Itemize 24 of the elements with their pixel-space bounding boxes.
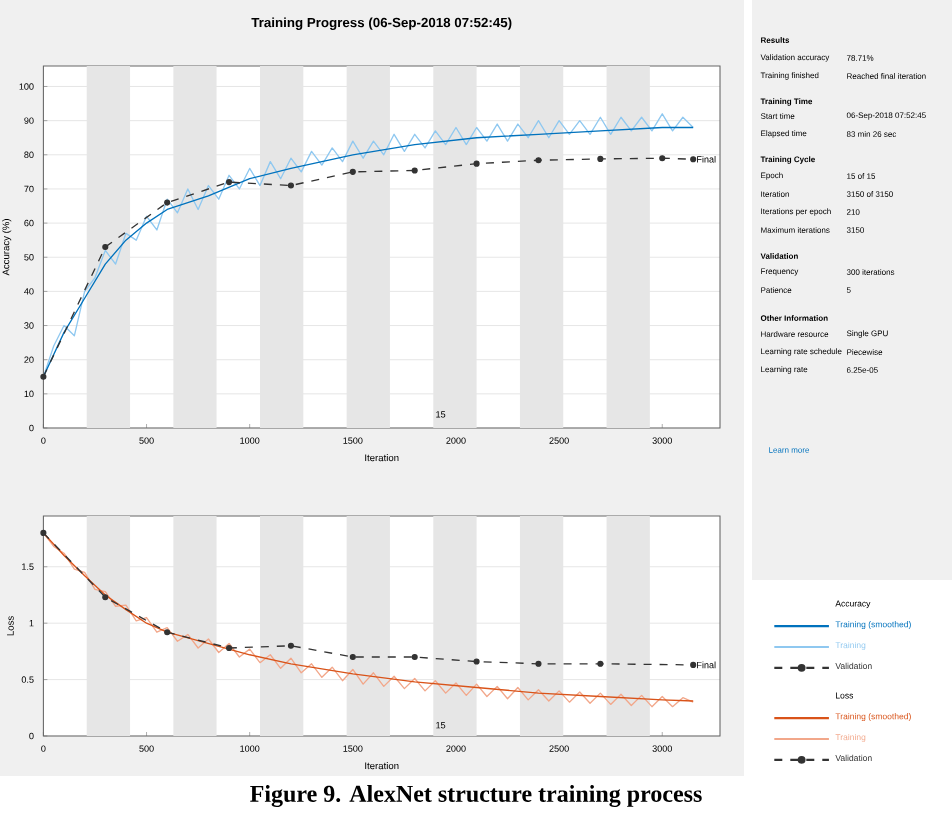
caption: Figure 9. AlexNet structure training process [250, 785, 702, 807]
point [690, 156, 697, 163]
point [349, 168, 356, 175]
point [40, 529, 47, 536]
point [473, 160, 480, 167]
point [690, 661, 697, 668]
point [164, 199, 171, 206]
point [225, 179, 233, 186]
point [349, 653, 356, 661]
point [40, 373, 47, 380]
point [535, 660, 542, 667]
point [287, 642, 295, 649]
point [411, 653, 418, 661]
point [102, 243, 109, 251]
point [535, 157, 542, 164]
point [597, 155, 604, 162]
point [659, 155, 666, 162]
point [102, 594, 109, 601]
point [411, 167, 418, 174]
point [164, 629, 171, 636]
point [225, 644, 233, 652]
point [597, 660, 604, 667]
point [287, 182, 295, 189]
point [473, 658, 480, 665]
